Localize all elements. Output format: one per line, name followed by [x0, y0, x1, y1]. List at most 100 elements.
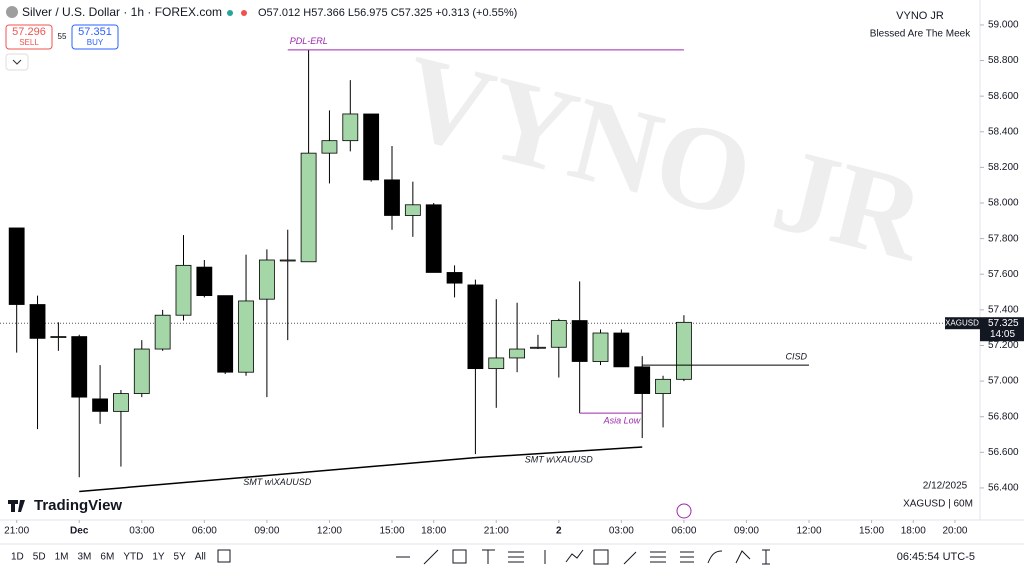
candle-body [613, 332, 630, 368]
x-tick-label: 03:00 [609, 526, 634, 537]
candle-body [92, 398, 108, 412]
tool-icon[interactable] [623, 551, 637, 565]
buy-label: BUY [87, 38, 104, 47]
watermark: VYNO JR [390, 29, 938, 287]
author: VYNO JR [896, 10, 944, 22]
ticker-tag [945, 317, 980, 330]
price-tag [980, 317, 1024, 342]
tool-icon[interactable] [482, 549, 495, 564]
candle-body [8, 227, 25, 305]
candle-body [592, 332, 609, 362]
candle-body [29, 304, 46, 339]
candle-body [279, 259, 296, 262]
candle-body [258, 259, 275, 300]
y-tick-label: 57.600 [988, 269, 1019, 280]
x-tick-label: 15:00 [859, 526, 884, 537]
candle-body [113, 393, 129, 412]
x-tick-label: 12:00 [797, 526, 822, 537]
tool-icon[interactable] [217, 549, 231, 563]
x-tick-label: 20:00 [942, 526, 967, 537]
candle-body [363, 113, 380, 181]
annotation-label: PDL-ERL [290, 36, 328, 46]
tool-icon[interactable] [508, 551, 524, 563]
status-dot [241, 10, 247, 16]
y-tick-label: 57.200 [988, 340, 1019, 351]
tool-icon[interactable] [565, 549, 584, 563]
tool-icon[interactable] [650, 551, 666, 563]
y-tick-label: 58.600 [988, 91, 1019, 102]
y-tick-label: 58.400 [988, 126, 1019, 137]
tool-icon[interactable] [762, 549, 770, 565]
y-tick-label: 57.400 [988, 305, 1019, 316]
symbol-icon [6, 6, 18, 18]
candle-body [175, 264, 192, 316]
candle-body [71, 336, 88, 398]
chevron [12, 59, 22, 65]
range-button[interactable]: 1D [11, 552, 24, 563]
annotation-label: SMT w\XAUUSD [243, 477, 312, 487]
candle-body [133, 348, 150, 394]
buy-button[interactable] [71, 24, 119, 50]
candle-body [530, 346, 546, 349]
symbol: Silver / U.S. Dollar · 1h · FOREX.com [22, 5, 222, 19]
sell-label: SELL [19, 38, 39, 47]
y-tick-label: 57.000 [988, 376, 1019, 387]
x-tick-label: 15:00 [379, 526, 404, 537]
y-tick-label: 58.800 [988, 55, 1019, 66]
ohlc: O57.012 H57.366 L56.975 C57.325 +0.313 (… [258, 7, 517, 19]
x-tick-label: 18:00 [901, 526, 926, 537]
y-tick-label: 56.600 [988, 447, 1019, 458]
event-icon[interactable] [676, 503, 692, 519]
logo-icon [8, 500, 25, 512]
range-button[interactable]: 1M [55, 552, 69, 563]
candle-body [509, 348, 526, 359]
buy-price: 57.351 [78, 26, 112, 38]
candle-body [467, 284, 484, 370]
y-tick-label: 57.800 [988, 233, 1019, 244]
range-button[interactable]: YTD [123, 552, 143, 563]
annotation-line [475, 446, 643, 459]
x-tick-label: 21:00 [4, 526, 29, 537]
ticker: XAGUSD [945, 318, 979, 327]
annotation-label: SMT w\XAUUSD [525, 455, 594, 465]
tool-icon[interactable] [423, 549, 439, 565]
candle-body [300, 152, 317, 263]
range-button[interactable]: 1Y [152, 552, 165, 563]
range-button[interactable]: 3M [78, 552, 92, 563]
clock: 06:45:54 UTC-5 [897, 551, 975, 563]
x-tick-label: 2 [556, 526, 562, 537]
tool-icon[interactable] [593, 549, 609, 565]
annotation-label: Asia Low [603, 416, 641, 426]
annotation-line [79, 456, 476, 493]
candle-body [342, 113, 359, 142]
interval: XAGUSD | 60M [903, 499, 973, 510]
candle-body [384, 179, 400, 216]
x-tick-label: 06:00 [192, 526, 217, 537]
range-button[interactable]: 5D [33, 552, 46, 563]
motto: Blessed Are The Meek [870, 29, 971, 40]
last-price: 57.325 [988, 318, 1019, 329]
tool-icon[interactable] [735, 550, 751, 564]
x-tick-label: 09:00 [734, 526, 759, 537]
candle-body [571, 320, 588, 362]
date: 2/12/2025 [923, 481, 968, 492]
tool-icon[interactable] [452, 549, 467, 564]
y-tick-label: 56.400 [988, 483, 1019, 494]
annotation-label: CISD [786, 351, 808, 361]
candle-body [425, 204, 442, 273]
range-button[interactable]: 5Y [174, 552, 187, 563]
tool-icon[interactable] [680, 551, 694, 563]
range-button[interactable]: 6M [100, 552, 114, 563]
candle-body [634, 366, 651, 394]
y-tick-label: 58.200 [988, 162, 1019, 173]
range-button[interactable]: All [195, 552, 206, 563]
tool-icon[interactable] [707, 550, 723, 564]
sell-button[interactable] [5, 24, 53, 50]
candle-body [154, 314, 171, 350]
x-tick-label: 03:00 [129, 526, 154, 537]
candle-body [217, 295, 234, 373]
collapse-button[interactable] [5, 53, 29, 71]
x-tick-label: 09:00 [254, 526, 279, 537]
